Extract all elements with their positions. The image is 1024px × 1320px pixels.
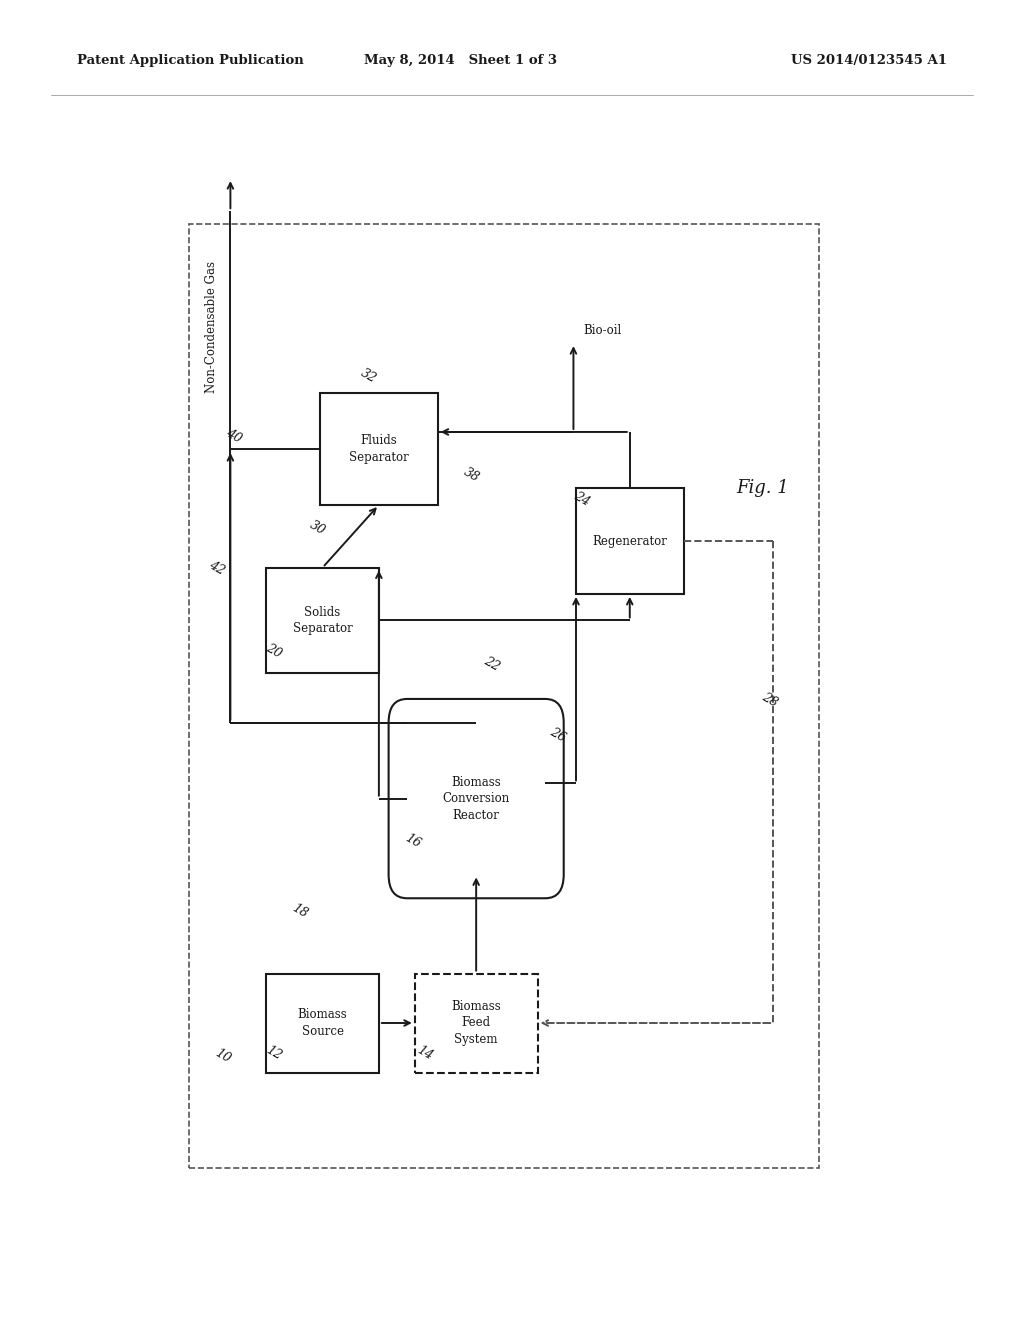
Bar — [189, 224, 819, 1168]
Text: Fig. 1: Fig. 1 — [736, 479, 790, 498]
Text: 20: 20 — [263, 642, 284, 660]
Text: Regenerator: Regenerator — [592, 535, 668, 548]
Bar — [575, 488, 684, 594]
Text: Fluids
Separator: Fluids Separator — [349, 434, 409, 463]
Text: US 2014/0123545 A1: US 2014/0123545 A1 — [792, 54, 947, 67]
Bar — [319, 393, 438, 504]
Text: May 8, 2014   Sheet 1 of 3: May 8, 2014 Sheet 1 of 3 — [365, 54, 557, 67]
Text: 12: 12 — [263, 1044, 284, 1063]
Text: Biomass
Feed
System: Biomass Feed System — [452, 1001, 501, 1045]
Text: 42: 42 — [207, 558, 227, 577]
Text: 26: 26 — [548, 726, 568, 744]
Text: 40: 40 — [223, 426, 244, 445]
Text: 24: 24 — [571, 490, 592, 508]
Bar — [266, 568, 379, 673]
Text: 28: 28 — [760, 690, 780, 709]
FancyBboxPatch shape — [389, 700, 563, 898]
Text: Non-Condensable Gas: Non-Condensable Gas — [206, 261, 218, 393]
Text: 30: 30 — [307, 519, 328, 537]
Text: Biomass
Source: Biomass Source — [298, 1008, 347, 1038]
Text: 32: 32 — [358, 367, 379, 385]
Text: 18: 18 — [290, 902, 310, 920]
Text: 38: 38 — [461, 466, 481, 484]
Bar — [266, 974, 379, 1072]
Text: Bio-oil: Bio-oil — [584, 323, 622, 337]
Text: Patent Application Publication: Patent Application Publication — [77, 54, 303, 67]
Text: 14: 14 — [415, 1044, 435, 1063]
Text: 16: 16 — [402, 832, 423, 850]
Text: 22: 22 — [481, 655, 502, 673]
Bar — [415, 974, 538, 1072]
Text: 10: 10 — [213, 1047, 233, 1065]
Text: Solids
Separator: Solids Separator — [293, 606, 352, 635]
Text: Biomass
Conversion
Reactor: Biomass Conversion Reactor — [442, 776, 510, 821]
